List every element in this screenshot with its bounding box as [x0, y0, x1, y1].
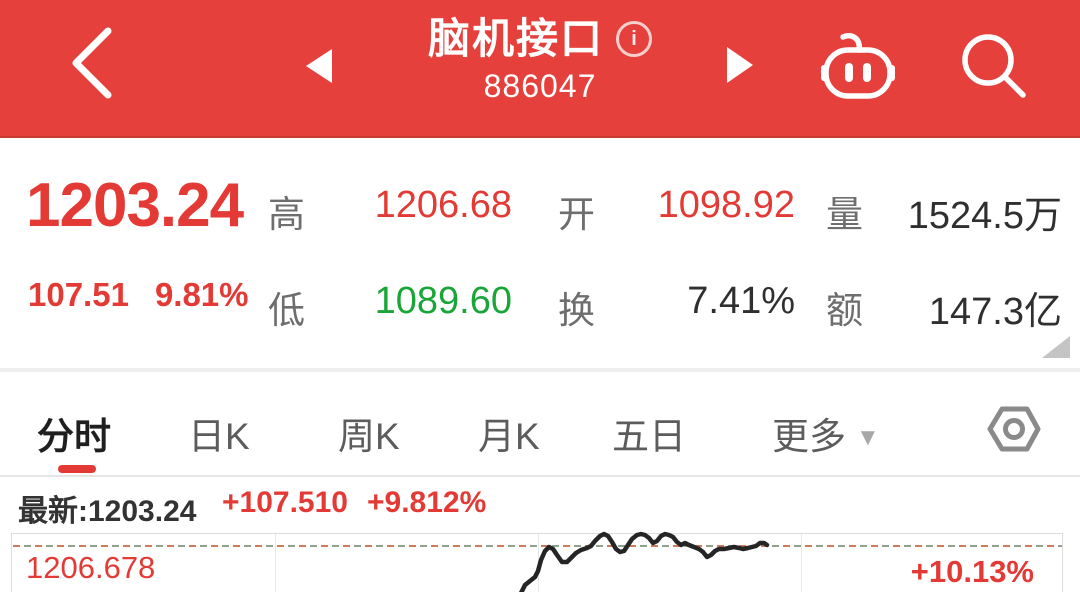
tab-daily-k[interactable]: 日K [188, 416, 250, 457]
next-stock-icon[interactable] [727, 47, 753, 83]
latest-change-pct: +9.812% [367, 486, 487, 519]
stat-value-low: 1089.60 [374, 280, 512, 322]
tab-more[interactable]: 更多 ▼ [772, 406, 880, 460]
stat-label-amount: 额 [826, 290, 863, 331]
prev-stock-icon[interactable] [306, 49, 332, 83]
back-icon[interactable] [68, 26, 116, 100]
app-header: 脑机接口 i 886047 [0, 0, 1080, 138]
chevron-down-icon: ▼ [856, 424, 880, 451]
price-change: 107.51 [28, 276, 129, 313]
current-price: 1203.24 [26, 171, 244, 240]
chart-gridline [275, 534, 276, 592]
price-change-pct: 9.81% [154, 276, 249, 313]
stat-label-turnover: 换 [558, 290, 595, 331]
search-icon[interactable] [958, 30, 1030, 102]
active-tab-underline [58, 465, 96, 473]
page-title: 脑机接口 [427, 15, 604, 62]
intraday-chart[interactable]: 1206.678 +10.13% [11, 533, 1063, 592]
upper-reference-dashed-line [13, 545, 1062, 547]
stat-label-high: 高 [268, 194, 305, 235]
robot-assistant-icon[interactable] [818, 26, 898, 102]
quote-panel: 1203.24 107.51 9.81% 高 1206.68 开 1098.92… [0, 138, 1080, 372]
stat-label-volume: 量 [826, 194, 863, 235]
stat-value-amount: 147.3亿 [928, 291, 1062, 333]
chart-gridline [801, 534, 802, 592]
right-axis-pct: +10.13% [910, 554, 1034, 589]
stat-label-open: 开 [558, 194, 595, 235]
section-divider [0, 368, 1080, 372]
stat-label-low: 低 [268, 290, 305, 331]
chart-settings-icon[interactable] [986, 404, 1042, 454]
tab-more-label: 更多 [772, 416, 846, 457]
latest-price-text: 最新:1203.24 [18, 495, 197, 528]
latest-change: +107.510 [222, 486, 348, 519]
info-icon[interactable]: i [616, 21, 652, 57]
stat-value-open: 1098.92 [657, 184, 795, 226]
stat-value-volume: 1524.5万 [907, 195, 1062, 237]
tab-five-day[interactable]: 五日 [612, 416, 686, 457]
tab-fenshi[interactable]: 分时 [37, 416, 111, 457]
stat-value-high: 1206.68 [374, 184, 512, 226]
chart-period-tabbar: 分时 日K 周K 月K 五日 更多 ▼ [0, 372, 1080, 477]
latest-readout-row: 最新:1203.24 +107.510 +9.812% [0, 484, 1080, 528]
tab-monthly-k[interactable]: 月K [478, 416, 540, 457]
title-block: 脑机接口 i 886047 [340, 14, 740, 105]
stat-value-turnover: 7.41% [687, 280, 795, 322]
upper-axis-value: 1206.678 [26, 550, 156, 585]
price-change-row: 107.51 9.81% [28, 276, 249, 314]
tab-weekly-k[interactable]: 周K [338, 416, 400, 457]
expand-quote-handle[interactable] [1042, 336, 1070, 358]
chart-gridline [538, 534, 539, 592]
stock-code: 886047 [483, 68, 597, 104]
